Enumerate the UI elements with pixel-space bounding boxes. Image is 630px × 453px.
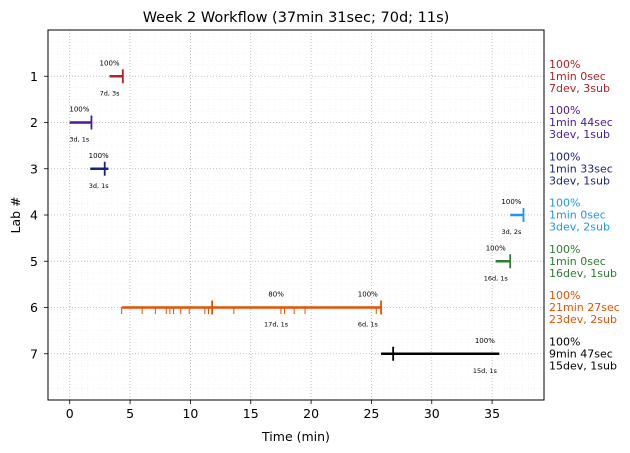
lab-summary-line: 100% bbox=[549, 197, 580, 210]
score-annotation: 100% bbox=[501, 198, 521, 206]
count-annotation: 7d, 3s bbox=[100, 89, 121, 97]
score-annotation: 100% bbox=[69, 106, 89, 114]
lab-2-timeline: 100% 3d, 1s bbox=[69, 106, 93, 144]
score-annotation: 80% bbox=[268, 291, 284, 299]
score-annotation: 100% bbox=[486, 244, 506, 252]
count-annotation: 3d, 1s bbox=[69, 136, 90, 144]
count-annotation: 16d, 1s bbox=[484, 274, 509, 282]
lab-summary-line: 1min 0sec bbox=[549, 70, 606, 83]
grid bbox=[48, 30, 544, 400]
chart-title: Week 2 Workflow (37min 31sec; 70d; 11s) bbox=[143, 10, 450, 26]
x-tick-label: 25 bbox=[363, 406, 379, 421]
lab-summary-line: 9min 47sec bbox=[549, 347, 613, 360]
y-axis-label: Lab # bbox=[8, 196, 23, 233]
count-annotation: 6d, 1s bbox=[358, 321, 379, 329]
y-tick-label: 2 bbox=[30, 115, 38, 130]
lab-5-timeline: 100% 16d, 1s bbox=[484, 244, 512, 282]
y-tick-label: 5 bbox=[30, 254, 38, 269]
y-tick-label: 7 bbox=[30, 346, 38, 361]
lab-summary-line: 100% bbox=[549, 150, 580, 163]
lab-summary-line: 1min 0sec bbox=[549, 209, 606, 222]
lab-3-timeline: 100% 3d, 1s bbox=[89, 152, 110, 190]
score-annotation: 100% bbox=[475, 337, 495, 345]
score-annotation: 100% bbox=[100, 59, 120, 67]
count-annotation: 15d, 1s bbox=[473, 367, 498, 375]
lab-summary-line: 100% bbox=[549, 58, 580, 71]
x-tick-label: 0 bbox=[66, 406, 74, 421]
axes: 0 5 10 15 20 25 30 35 1 2 3 4 5 6 7 bbox=[30, 69, 500, 421]
lab-summary-line: 100% bbox=[549, 104, 580, 117]
lab-summary-line: 3dev, 2sub bbox=[549, 221, 610, 234]
y-tick-label: 1 bbox=[30, 69, 38, 84]
lab-summary-line: 3dev, 1sub bbox=[549, 174, 610, 187]
lab-summary-line: 3dev, 1sub bbox=[549, 128, 610, 141]
x-tick-label: 15 bbox=[243, 406, 259, 421]
lab-summary-line: 1min 44sec bbox=[549, 116, 613, 129]
plot-frame bbox=[47, 29, 545, 401]
lab-summary-line: 21min 27sec bbox=[549, 301, 620, 314]
count-annotation: 17d, 1s bbox=[264, 321, 289, 329]
lab-summary-line: 100% bbox=[549, 289, 580, 302]
y-tick-label: 6 bbox=[30, 300, 38, 315]
lab-6-timeline: 80% 17d, 1s 100% 6d, 1s bbox=[121, 291, 382, 329]
lab-summary-line: 15dev, 1sub bbox=[549, 359, 617, 372]
score-annotation: 100% bbox=[358, 291, 378, 299]
x-tick-label: 5 bbox=[126, 406, 134, 421]
x-tick-label: 10 bbox=[182, 406, 198, 421]
lab-summary-line: 100% bbox=[549, 243, 580, 256]
x-tick-label: 35 bbox=[484, 406, 500, 421]
count-annotation: 3d, 2s bbox=[501, 228, 522, 236]
lab-summary-line: 23dev, 2sub bbox=[549, 313, 617, 326]
y-tick-label: 3 bbox=[30, 161, 38, 176]
x-tick-label: 30 bbox=[424, 406, 440, 421]
y-tick-label: 4 bbox=[30, 208, 38, 223]
lab-summary-line: 7dev, 3sub bbox=[549, 82, 610, 95]
count-annotation: 3d, 1s bbox=[89, 182, 110, 190]
lab-1-timeline: 100% 7d, 3s bbox=[100, 59, 124, 97]
lab-summary-line: 16dev, 1sub bbox=[549, 267, 617, 280]
lab-summary-line: 100% bbox=[549, 335, 580, 348]
x-tick-label: 20 bbox=[303, 406, 319, 421]
lab-timelines: 100% 7d, 3s 100% 3d, 1s 100% 3d, 1s 100% 3d, 2s… bbox=[69, 59, 525, 375]
lab-7-timeline: 100% 15d, 1s bbox=[381, 337, 500, 375]
lab-4-timeline: 100% 3d, 2s bbox=[501, 198, 525, 236]
x-axis-label: Time (min) bbox=[261, 429, 330, 444]
lab-summary-line: 1min 33sec bbox=[549, 162, 613, 175]
lab-summary-line: 1min 0sec bbox=[549, 255, 606, 268]
score-annotation: 100% bbox=[89, 152, 109, 160]
